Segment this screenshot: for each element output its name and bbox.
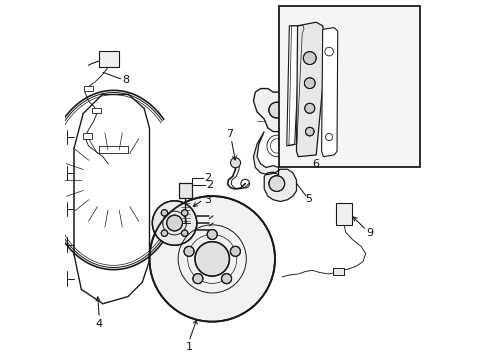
Circle shape [195,242,229,276]
Text: 9: 9 [366,228,373,238]
Text: 7: 7 [226,129,233,139]
Circle shape [304,78,314,89]
Polygon shape [253,89,296,132]
Text: 4: 4 [96,319,102,329]
Circle shape [161,230,167,237]
Text: 2: 2 [204,173,211,183]
Bar [99,51,119,67]
Circle shape [152,201,196,245]
Bar [179,183,191,198]
Polygon shape [253,132,296,202]
Text: 6: 6 [312,159,319,169]
Circle shape [230,158,240,168]
Circle shape [181,230,187,237]
Circle shape [192,274,203,284]
Text: 8: 8 [122,75,129,85]
Circle shape [166,215,182,231]
Bar [335,203,351,225]
Circle shape [230,246,240,256]
Polygon shape [286,26,301,146]
Circle shape [149,196,274,321]
Bar [333,268,344,275]
Bar [278,6,419,167]
Text: 2: 2 [206,180,213,190]
Bar [92,108,101,113]
Polygon shape [296,22,323,157]
Bar [83,134,92,139]
Circle shape [303,51,316,64]
Circle shape [207,229,217,239]
Circle shape [161,210,167,216]
Circle shape [268,102,284,118]
Text: 3: 3 [204,195,211,205]
Bar [84,86,93,91]
Text: 5: 5 [305,194,312,204]
Circle shape [305,127,313,136]
Circle shape [268,176,284,192]
Text: 1: 1 [185,342,192,352]
Circle shape [221,274,231,284]
Polygon shape [321,28,337,157]
Circle shape [304,103,314,113]
Circle shape [181,210,187,216]
Circle shape [183,246,194,256]
